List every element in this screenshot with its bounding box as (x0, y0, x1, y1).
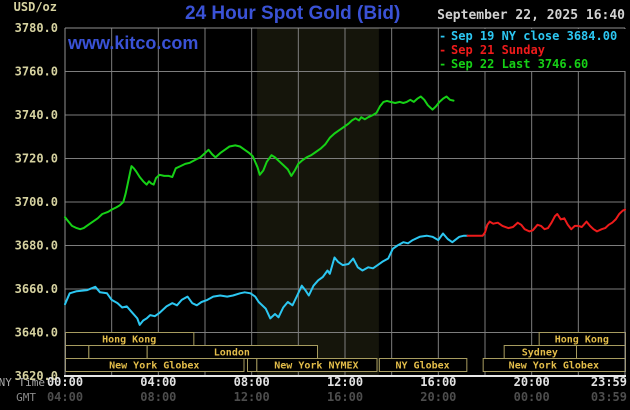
legend-row-sep22: - Sep 22 Last 3746.60 (439, 57, 627, 71)
y-tick-label: 3680.0 (15, 239, 58, 253)
y-tick-label: 3760.0 (15, 65, 58, 79)
gmt-tick-label: 04:00 (47, 390, 83, 404)
chart-datetime: September 22, 2025 16:40 (437, 8, 625, 23)
session-label: Sydney (522, 348, 558, 359)
ny-tick-label: 12:00 (327, 375, 363, 389)
ny-time-row-label: NY Time (0, 376, 45, 389)
price-line-red (466, 208, 626, 237)
price-line-green (64, 95, 455, 231)
session-box (256, 358, 378, 372)
kitco-watermark-link[interactable]: www.kitco.com (68, 33, 199, 53)
gmt-tick-label: 08:00 (140, 390, 176, 404)
red-dash-icon: - (439, 43, 447, 57)
session-box (576, 345, 626, 359)
page-title: 24 Hour Spot Gold (Bid) (185, 3, 401, 24)
y-tick-label: 3780.0 (15, 21, 58, 35)
session-label: Hong Kong (555, 335, 609, 346)
session-box (247, 358, 258, 372)
legend-label: Sep 22 Last 3746.60 (451, 57, 589, 71)
session-label: NY Globex (395, 361, 449, 372)
y-axis-unit-label: USD/oz (13, 0, 57, 14)
ny-tick-label: 23:59 (591, 375, 627, 389)
gmt-tick-label: 00:00 (514, 390, 550, 404)
gmt-tick-label: 20:00 (420, 390, 456, 404)
y-tick-label: 3660.0 (15, 282, 58, 296)
y-tick-label: 3700.0 (15, 195, 58, 209)
session-label: New York NYMEX (274, 361, 358, 372)
session-label: Hong Kong (102, 335, 156, 346)
ny-tick-label: 00:00 (47, 375, 83, 389)
y-tick-label: 3720.0 (15, 152, 58, 166)
gmt-tick-label: 12:00 (234, 390, 270, 404)
green-dash-icon: - (439, 57, 447, 71)
session-label: New York Globex (509, 361, 599, 372)
legend-label: Sep 19 NY close 3684.00 (451, 29, 618, 43)
gmt-tick-label: 16:00 (327, 390, 363, 404)
ny-tick-label: 20:00 (514, 375, 550, 389)
session-label: New York Globex (109, 361, 199, 372)
legend-row-sep19: - Sep 19 NY close 3684.00 (439, 29, 627, 43)
ny-tick-label: 04:00 (140, 375, 176, 389)
gmt-tick-label: 03:59 (591, 390, 627, 404)
y-tick-label: 3640.0 (15, 326, 58, 340)
y-tick-label: 3740.0 (15, 108, 58, 122)
ny-tick-label: 08:00 (234, 375, 270, 389)
session-box (88, 345, 148, 359)
gmt-row-label: GMT (16, 391, 36, 404)
price-line-cyan (64, 232, 469, 326)
session-box (65, 345, 90, 359)
session-label: London (214, 348, 250, 359)
legend-label: Sep 21 Sunday (451, 43, 545, 57)
legend-row-sep21: - Sep 21 Sunday (439, 43, 627, 57)
ny-tick-label: 16:00 (420, 375, 456, 389)
cyan-dash-icon: - (439, 29, 447, 43)
legend: - Sep 19 NY close 3684.00 - Sep 21 Sunday … (439, 29, 627, 71)
y-tick-label: 3620.0 (15, 369, 58, 383)
session-box (378, 358, 468, 372)
